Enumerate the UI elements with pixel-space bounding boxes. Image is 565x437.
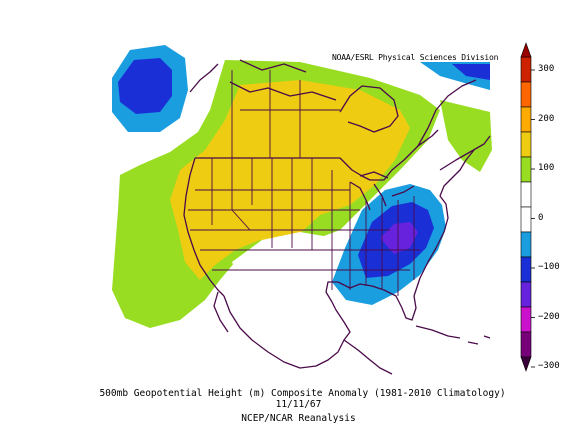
colorbar-segment <box>520 256 532 283</box>
colorbar-segment <box>520 156 532 183</box>
colorbar-segment <box>520 181 532 208</box>
colorbar-tick-label: −300 <box>538 361 560 371</box>
gulf-coast <box>325 281 417 321</box>
colorbar-tick-label: −200 <box>538 311 560 322</box>
caption-date: 11/11/67 <box>275 399 322 410</box>
colorbar-segment <box>520 106 532 133</box>
mexico-coast <box>223 295 351 369</box>
colorbar-segment <box>520 131 532 158</box>
colorbar-tick-label: 200 <box>538 113 555 124</box>
near-zero-region <box>232 232 352 300</box>
caribbean-islands <box>467 335 491 345</box>
caption-source: NCEP/NCAR Reanalysis <box>241 413 356 424</box>
colorbar-tick-label: 0 <box>538 212 544 223</box>
canada-north <box>229 59 337 101</box>
colorbar-tick-label: −100 <box>538 262 560 272</box>
atlantic-coast <box>413 149 475 297</box>
anomaly-field <box>112 45 492 328</box>
pacific-low-core-region <box>118 58 172 114</box>
us-canada-border <box>195 129 439 181</box>
west-coast <box>183 157 225 297</box>
central-america <box>343 339 393 375</box>
colorbar-segment <box>520 306 532 333</box>
baja-peninsula <box>213 291 229 333</box>
colorbar-min-arrow <box>520 356 532 372</box>
colorbar-segment <box>520 206 532 233</box>
positive-anomaly-100-patch-ne <box>440 100 492 172</box>
colorbar-tick-label: 100 <box>538 163 555 173</box>
colorbar-segment <box>520 56 532 83</box>
hudson-bay <box>339 85 399 133</box>
great-lakes <box>349 171 415 211</box>
alaska-coast <box>189 63 219 93</box>
colorbar-segment <box>520 331 532 358</box>
colorbar <box>520 42 535 372</box>
ne-trough-core-region <box>452 64 490 80</box>
colorbar-max-arrow <box>520 42 532 58</box>
political-boundaries <box>183 59 491 375</box>
colorbar-tick-label: 300 <box>538 64 555 74</box>
credit-label: NOAA/ESRL Physical Sciences Division <box>332 53 499 62</box>
colorbar-segment <box>520 81 532 108</box>
colorbar-segment <box>520 281 532 308</box>
state-boundaries <box>188 70 420 296</box>
caption-title: 500mb Geopotential Height (m) Composite … <box>99 388 506 399</box>
colorbar-segment <box>520 231 532 258</box>
cuba <box>415 325 461 339</box>
labrador-coast <box>417 79 491 171</box>
